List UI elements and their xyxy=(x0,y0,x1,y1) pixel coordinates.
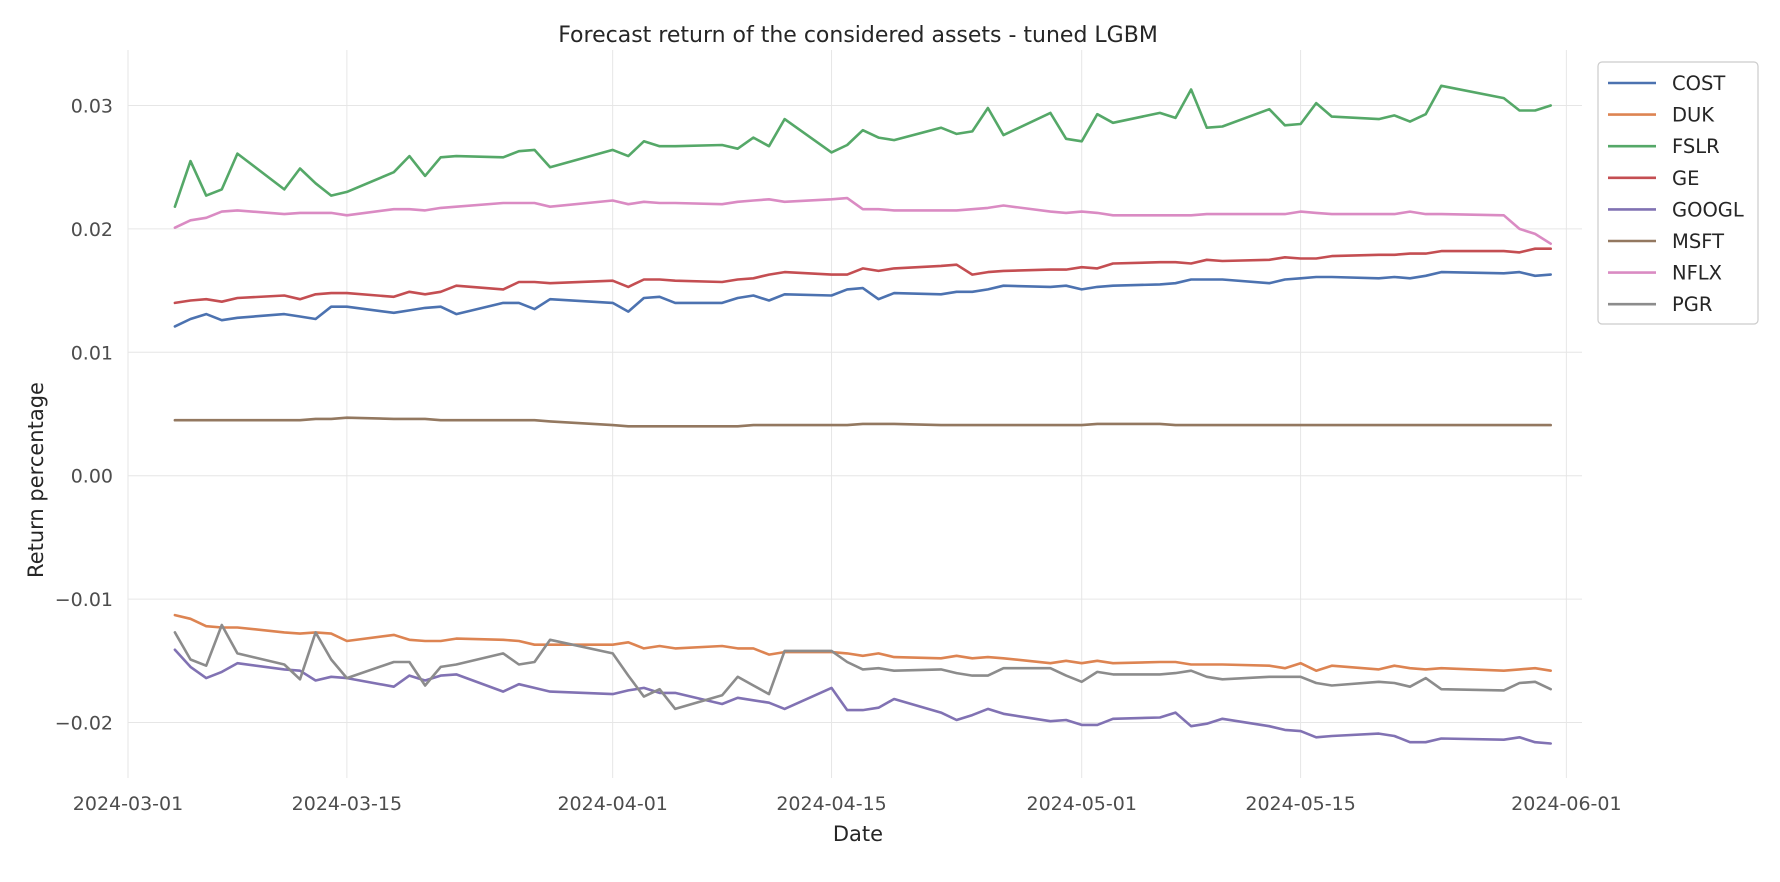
legend: COST DUK FSLR GE GOOGL MSFT NFLX PGR xyxy=(1597,61,1759,325)
x-axis-label: Date xyxy=(833,822,883,846)
y-tick-label: 0.00 xyxy=(71,466,113,488)
y-tick-label: 0.01 xyxy=(71,342,113,364)
legend-label-msft: MSFT xyxy=(1672,230,1724,253)
series-line-pgr xyxy=(173,623,1552,711)
series-line-msft xyxy=(173,416,1552,428)
series-line-googl xyxy=(173,648,1552,745)
x-tick-label: 2024-03-01 xyxy=(73,793,183,815)
legend-label-cost: COST xyxy=(1672,72,1725,95)
x-tick-label: 2024-03-15 xyxy=(292,793,402,815)
x-axis: 2024-03-01 2024-03-15 2024-04-01 2024-04-15… xyxy=(73,793,1622,815)
y-axis: −0.02 −0.01 0.00 0.01 0.02 0.03 xyxy=(55,96,113,735)
chart-title: Forecast return of the considered assets… xyxy=(558,23,1158,48)
series-layer xyxy=(173,84,1552,745)
x-tick-label: 2024-05-01 xyxy=(1026,793,1136,815)
x-tick-label: 2024-04-15 xyxy=(776,793,886,815)
series-line-ge xyxy=(173,247,1552,305)
y-tick-label: 0.03 xyxy=(71,96,113,118)
x-tick-label: 2024-06-01 xyxy=(1511,793,1621,815)
y-tick-label: −0.01 xyxy=(55,589,113,611)
series-line-duk xyxy=(173,613,1552,673)
legend-label-fslr: FSLR xyxy=(1672,135,1720,158)
legend-label-googl: GOOGL xyxy=(1672,198,1744,221)
x-tick-label: 2024-04-01 xyxy=(557,793,667,815)
series-line-nflx xyxy=(173,196,1552,245)
grid xyxy=(127,50,1582,778)
legend-label-duk: DUK xyxy=(1672,104,1715,127)
series-line-fslr xyxy=(173,84,1552,208)
series-line-cost xyxy=(173,270,1552,328)
y-axis-label: Return percentage xyxy=(24,382,48,578)
legend-frame xyxy=(1597,61,1759,325)
x-tick-label: 2024-05-15 xyxy=(1245,793,1355,815)
legend-label-pgr: PGR xyxy=(1672,293,1712,316)
y-tick-label: 0.02 xyxy=(71,219,113,241)
y-tick-label: −0.02 xyxy=(55,712,113,734)
legend-label-ge: GE xyxy=(1672,167,1699,190)
legend-label-nflx: NFLX xyxy=(1672,262,1722,285)
